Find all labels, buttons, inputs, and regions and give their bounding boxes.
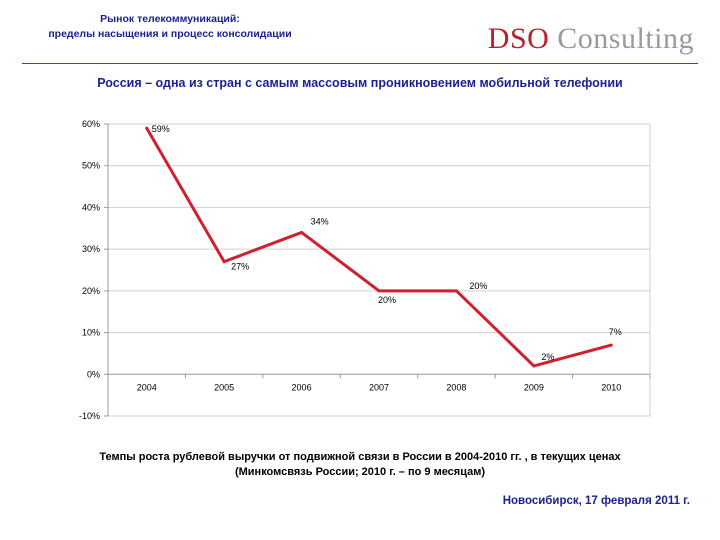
caption-line2: (Минкомсвязь России; 2010 г. – по 9 меся… [234, 466, 486, 478]
x-tick-label: 2009 [524, 382, 544, 392]
header-title: Рынок телекоммуникаций: пределы насыщени… [0, 12, 340, 42]
header-divider [22, 63, 698, 64]
y-tick-label: 50% [82, 161, 100, 171]
y-tick-label: -10% [79, 411, 100, 421]
x-tick-label: 2004 [137, 382, 157, 392]
caption-line1: Темпы роста рублевой выручки от подвижно… [99, 451, 621, 463]
data-label: 2% [541, 352, 554, 362]
data-point [145, 126, 149, 130]
x-tick-label: 2010 [601, 382, 621, 392]
data-label: 59% [152, 124, 170, 134]
series-layer [145, 126, 613, 368]
x-tick-label: 2005 [214, 382, 234, 392]
data-label: 27% [231, 262, 249, 272]
data-point [300, 230, 304, 234]
grid-layer [108, 123, 650, 417]
y-tick-label: 30% [82, 244, 100, 254]
x-tick-label: 2006 [292, 382, 312, 392]
label-layer: 59% 27% 34% 20% 20% 2% 7% [152, 124, 622, 362]
axis-layer: 60% 50% 40% 30% 20% 10% 0% -10% 2004 2005 2006 2007… [79, 119, 651, 421]
y-tick-label: 40% [82, 202, 100, 212]
data-point [532, 364, 536, 368]
data-label: 34% [311, 216, 329, 226]
y-tick-label: 60% [82, 119, 100, 129]
y-tick-label: 0% [87, 369, 100, 379]
data-point [454, 289, 458, 293]
x-tick-label: 2008 [446, 382, 466, 392]
x-tick-label: 2007 [369, 382, 389, 392]
slide-title: Россия – одна из стран с самым массовым … [97, 76, 623, 90]
chart-caption: Темпы роста рублевой выручки от подвижно… [40, 450, 680, 480]
header-title-line2: пределы насыщения и процесс консолидации [48, 28, 292, 40]
data-point [377, 289, 381, 293]
series-line [145, 127, 612, 368]
header-title-line1: Рынок телекоммуникаций: [100, 13, 240, 25]
line-chart: 60% 50% 40% 30% 20% 10% 0% -10% 2004 2005 2006 2007… [79, 119, 651, 421]
company-logo: DSO Consulting [488, 22, 694, 56]
data-label: 20% [378, 295, 396, 305]
y-tick-label: 20% [82, 286, 100, 296]
data-point [609, 343, 613, 347]
data-label: 20% [469, 281, 487, 291]
logo-primary: DSO [487, 22, 550, 55]
footer-location-date: Новосибирск, 17 февраля 2011 г. [502, 495, 690, 507]
logo-secondary: Consulting [557, 22, 694, 55]
data-label: 7% [609, 327, 622, 337]
data-point [222, 260, 226, 264]
y-tick-label: 10% [82, 328, 100, 338]
